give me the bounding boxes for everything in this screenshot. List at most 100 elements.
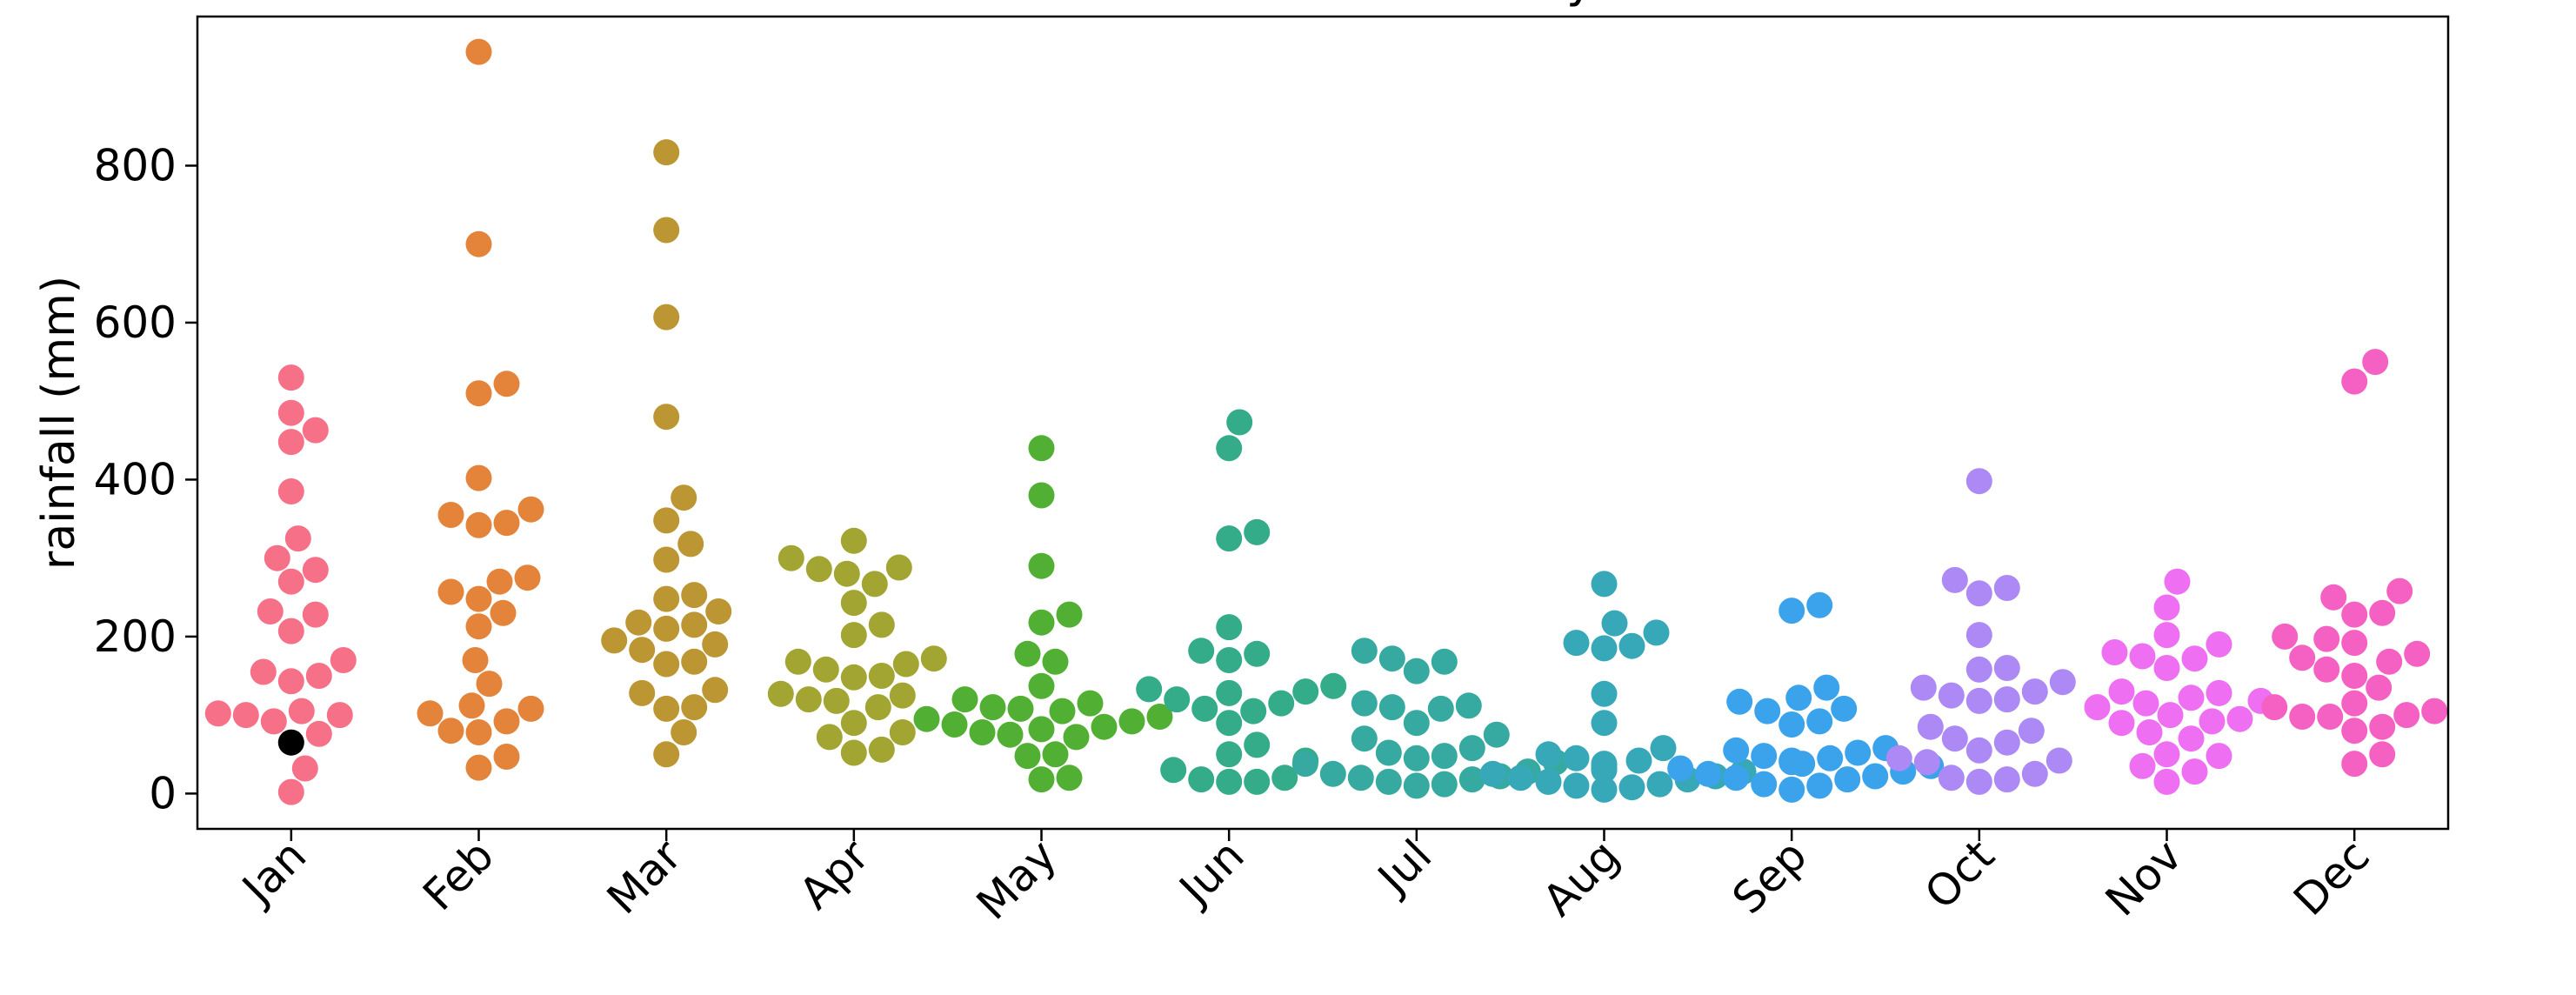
x-tick-label: Jun	[1168, 830, 1253, 915]
data-point	[997, 721, 1024, 748]
data-point	[941, 711, 968, 738]
data-point	[1164, 686, 1191, 713]
y-tick-label: 800	[94, 140, 177, 190]
data-point	[1993, 686, 2020, 713]
data-point	[777, 544, 804, 571]
data-point	[1779, 776, 1805, 803]
data-point	[1913, 749, 1940, 776]
data-point	[1806, 708, 1833, 735]
data-point	[302, 601, 329, 628]
data-point	[2206, 679, 2232, 706]
data-point	[2129, 643, 2156, 670]
data-point	[653, 651, 680, 678]
data-point	[1351, 725, 1378, 752]
data-point	[1188, 766, 1215, 793]
highlighted-point	[277, 729, 304, 756]
data-point	[264, 544, 290, 571]
data-point	[677, 531, 704, 558]
data-point	[1240, 698, 1267, 725]
x-tick-label: Sep	[1723, 830, 1817, 924]
data-point	[840, 710, 867, 737]
data-point	[892, 651, 919, 678]
data-point	[2341, 601, 2368, 628]
y-tick-label: 200	[94, 611, 177, 662]
data-point	[1646, 771, 1673, 798]
data-point	[681, 648, 708, 675]
data-point	[1014, 640, 1041, 667]
data-point	[1271, 765, 1298, 791]
data-point	[2021, 760, 2048, 787]
data-point	[465, 754, 492, 781]
data-point	[1618, 632, 1645, 659]
data-point	[1458, 766, 1485, 793]
data-point	[601, 627, 628, 654]
data-point	[1726, 688, 1753, 715]
data-point	[1455, 692, 1482, 719]
data-point	[1347, 765, 1374, 791]
data-point	[2181, 758, 2208, 785]
data-point	[465, 613, 492, 640]
data-point	[465, 230, 492, 257]
data-point	[465, 719, 492, 745]
data-point	[1216, 710, 1243, 737]
data-point	[2289, 704, 2316, 730]
data-point	[465, 511, 492, 538]
data-point	[1028, 672, 1055, 699]
data-point	[868, 663, 895, 689]
data-point	[1965, 580, 1992, 607]
data-point	[1834, 766, 1861, 793]
data-point	[1244, 731, 1271, 758]
data-point	[629, 679, 656, 706]
data-point	[493, 708, 520, 735]
data-point	[493, 510, 520, 537]
data-point	[2404, 640, 2431, 667]
data-point	[2362, 349, 2389, 376]
data-point	[2289, 644, 2316, 671]
data-point	[1028, 609, 1055, 636]
data-point	[1483, 721, 1510, 748]
data-point	[1292, 678, 1319, 705]
data-point	[2320, 584, 2347, 611]
data-point	[1028, 482, 1055, 509]
x-tick-label: Jul	[1367, 830, 1442, 905]
data-point	[2021, 678, 2048, 705]
data-point	[1917, 713, 1944, 740]
data-point	[1591, 776, 1618, 803]
data-point	[1993, 729, 2020, 756]
data-point	[277, 364, 304, 391]
data-point	[1817, 745, 1844, 771]
data-point	[1938, 765, 1965, 791]
data-point	[969, 719, 996, 745]
data-point	[1458, 735, 1485, 762]
data-point	[1244, 768, 1271, 795]
data-point	[1723, 737, 1750, 764]
data-point	[702, 631, 729, 658]
data-point	[2153, 768, 2180, 795]
data-point	[2101, 639, 2128, 665]
data-point	[458, 692, 485, 719]
data-point	[2341, 751, 2368, 778]
data-point	[816, 724, 843, 751]
data-point	[861, 571, 888, 598]
data-point	[1146, 704, 1173, 730]
data-point	[1056, 765, 1083, 791]
data-point	[1049, 698, 1076, 725]
data-points	[204, 38, 2448, 805]
data-point	[2376, 648, 2403, 675]
data-point	[2181, 645, 2208, 672]
data-point	[2136, 719, 2163, 745]
data-point	[1965, 768, 1992, 795]
data-point	[2341, 690, 2368, 717]
data-point	[1965, 687, 1992, 714]
data-point	[889, 719, 916, 745]
data-point	[305, 663, 332, 689]
data-point	[1965, 468, 1992, 495]
data-point	[1813, 674, 1840, 701]
data-point	[2153, 655, 2180, 681]
data-point	[1216, 525, 1243, 552]
data-point	[1091, 713, 1118, 740]
data-point	[1136, 676, 1163, 703]
data-point	[784, 648, 811, 675]
data-point	[277, 668, 304, 695]
